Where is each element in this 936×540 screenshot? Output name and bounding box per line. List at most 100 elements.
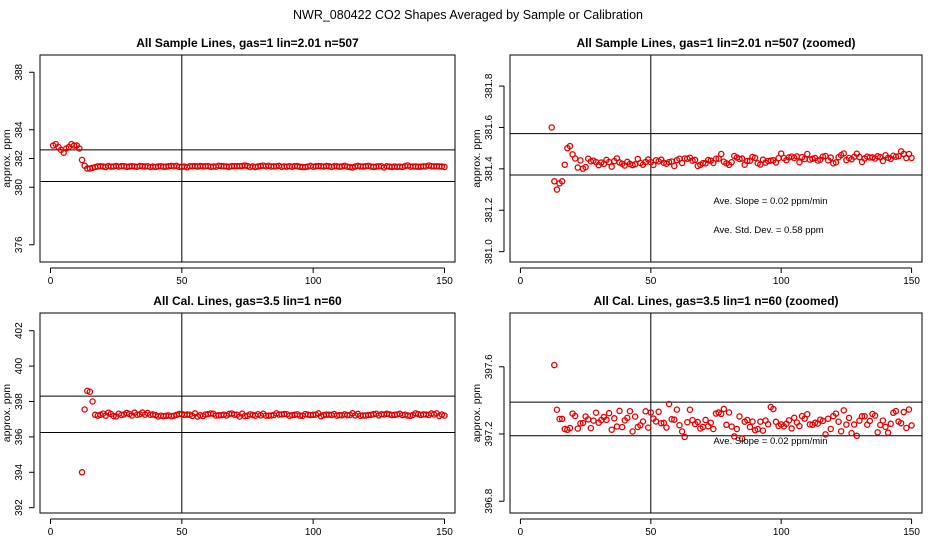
y-axis-label: approx. ppm xyxy=(1,129,13,188)
data-point xyxy=(590,417,597,424)
data-point xyxy=(804,150,811,158)
data-point xyxy=(832,410,840,417)
annotation-text: Ave. Slope = 0.02 ppm/min xyxy=(713,436,827,447)
y-tick-label: 382 xyxy=(14,150,25,167)
data-point xyxy=(749,418,756,425)
x-tick-label: 0 xyxy=(48,276,54,287)
data-point xyxy=(879,157,887,165)
data-point xyxy=(608,426,615,433)
data-point xyxy=(681,433,688,441)
data-point xyxy=(571,155,579,162)
data-point xyxy=(827,425,834,433)
data-point xyxy=(668,416,675,423)
data-point xyxy=(712,155,720,162)
data-point xyxy=(81,406,88,413)
data-point xyxy=(720,405,728,413)
data-point xyxy=(905,406,913,413)
data-point xyxy=(819,417,827,425)
data-point xyxy=(678,428,686,435)
data-point xyxy=(684,418,691,426)
x-tick-label: 0 xyxy=(518,527,524,538)
y-tick-label: 381.0 xyxy=(484,239,495,264)
panel-p3: All Cal. Lines, gas=3.5 lin=1 n=60 0 50 100… xyxy=(1,294,456,538)
data-point xyxy=(438,163,446,170)
data-point xyxy=(871,412,879,419)
data-point xyxy=(796,159,803,166)
data-point xyxy=(582,163,589,171)
data-point xyxy=(908,422,915,429)
y-tick-label: 381.6 xyxy=(484,115,495,140)
data-point xyxy=(665,400,673,408)
data-point xyxy=(848,429,855,437)
data-point xyxy=(804,410,811,418)
data-point xyxy=(574,164,582,171)
data-point xyxy=(759,427,767,434)
data-point xyxy=(892,153,900,160)
data-point xyxy=(441,163,448,171)
data-point xyxy=(895,153,902,160)
data-point xyxy=(631,413,639,420)
y-tick-label: 381.8 xyxy=(484,73,495,98)
y-tick-label: 380 xyxy=(14,178,25,195)
data-point xyxy=(819,153,827,160)
data-point xyxy=(665,158,673,166)
panel-title: All Sample Lines, gas=1 lin=2.01 n=507 xyxy=(136,36,359,50)
y-tick-label: 376 xyxy=(14,236,25,253)
data-point xyxy=(587,424,595,432)
data-point xyxy=(577,420,584,427)
data-point xyxy=(231,411,238,418)
data-point xyxy=(874,429,881,436)
x-tick-label: 50 xyxy=(645,276,657,287)
panel-p1: All Sample Lines, gas=1 lin=2.01 n=507 0 5… xyxy=(1,36,456,287)
y-axis-label: approx. ppm xyxy=(1,384,13,443)
x-tick-label: 100 xyxy=(773,276,790,287)
x-tick-label: 150 xyxy=(436,527,453,538)
data-point xyxy=(577,157,584,164)
data-point xyxy=(551,178,558,185)
data-point xyxy=(618,423,626,431)
data-point xyxy=(728,423,735,430)
data-point xyxy=(840,407,848,414)
y-tick-label: 396 xyxy=(14,428,25,445)
data-point xyxy=(824,415,832,422)
data-point xyxy=(629,428,636,435)
data-point xyxy=(822,431,829,438)
data-point xyxy=(660,419,668,427)
data-point xyxy=(207,410,214,417)
data-point xyxy=(78,156,86,164)
data-point xyxy=(553,186,561,193)
data-point xyxy=(736,155,743,163)
y-axis-label: approx. ppm xyxy=(471,129,483,188)
data-point xyxy=(707,419,715,426)
data-point xyxy=(89,398,96,405)
data-point xyxy=(579,419,587,427)
data-point xyxy=(655,408,662,416)
data-point xyxy=(723,421,730,429)
data-point xyxy=(558,415,566,423)
data-point xyxy=(853,432,861,440)
data-point xyxy=(892,407,900,415)
y-tick-label: 402 xyxy=(14,322,25,339)
y-tick-label: 397.2 xyxy=(484,421,495,446)
data-point xyxy=(882,423,889,431)
data-point xyxy=(827,154,834,161)
data-point xyxy=(850,421,858,428)
data-point xyxy=(843,421,850,428)
x-tick-label: 100 xyxy=(305,276,322,287)
y-tick-label: 381.4 xyxy=(484,156,495,181)
data-point xyxy=(267,412,275,419)
data-point xyxy=(751,154,759,162)
data-point xyxy=(746,423,754,431)
panel-p4: All Cal. Lines, gas=3.5 lin=1 n=60 (zoom… xyxy=(471,294,923,538)
data-point xyxy=(845,414,853,422)
x-tick-label: 150 xyxy=(436,276,453,287)
data-point xyxy=(639,418,647,425)
data-point xyxy=(671,162,678,170)
data-point xyxy=(725,409,733,416)
data-point xyxy=(704,156,712,164)
data-point xyxy=(676,421,683,429)
data-point xyxy=(900,408,908,416)
data-point xyxy=(710,425,717,433)
data-point xyxy=(613,423,621,430)
